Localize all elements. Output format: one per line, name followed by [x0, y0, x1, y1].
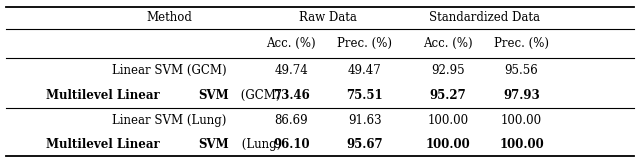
Text: 97.93: 97.93 — [503, 89, 540, 102]
Text: 100.00: 100.00 — [428, 114, 468, 127]
Text: Prec. (%): Prec. (%) — [337, 37, 392, 50]
Text: 73.46: 73.46 — [273, 89, 310, 102]
Text: 75.51: 75.51 — [346, 89, 383, 102]
Text: Acc. (%): Acc. (%) — [423, 37, 473, 50]
Text: SVM: SVM — [198, 89, 228, 102]
Text: Standardized Data: Standardized Data — [429, 11, 540, 24]
Text: Raw Data: Raw Data — [299, 11, 356, 24]
Text: 92.95: 92.95 — [431, 64, 465, 77]
Text: 91.63: 91.63 — [348, 114, 381, 127]
Text: Multilevel Linear: Multilevel Linear — [45, 89, 164, 102]
Text: 96.10: 96.10 — [273, 138, 310, 151]
Text: 86.69: 86.69 — [275, 114, 308, 127]
Text: 100.00: 100.00 — [499, 138, 544, 151]
Text: 95.27: 95.27 — [429, 89, 467, 102]
Text: Method: Method — [147, 11, 193, 24]
Text: Multilevel Linear: Multilevel Linear — [46, 138, 164, 151]
Text: 95.67: 95.67 — [346, 138, 383, 151]
Text: 49.47: 49.47 — [348, 64, 381, 77]
Text: 95.56: 95.56 — [505, 64, 538, 77]
Text: Linear SVM (GCM): Linear SVM (GCM) — [112, 64, 227, 77]
Text: 100.00: 100.00 — [426, 138, 470, 151]
Text: 100.00: 100.00 — [501, 114, 542, 127]
Text: Linear SVM (Lung): Linear SVM (Lung) — [113, 114, 227, 127]
Text: Acc. (%): Acc. (%) — [266, 37, 316, 50]
Text: Prec. (%): Prec. (%) — [494, 37, 549, 50]
Text: SVM: SVM — [198, 138, 228, 151]
Text: (Lung): (Lung) — [237, 138, 281, 151]
Text: 49.74: 49.74 — [275, 64, 308, 77]
Text: (GCM): (GCM) — [237, 89, 281, 102]
